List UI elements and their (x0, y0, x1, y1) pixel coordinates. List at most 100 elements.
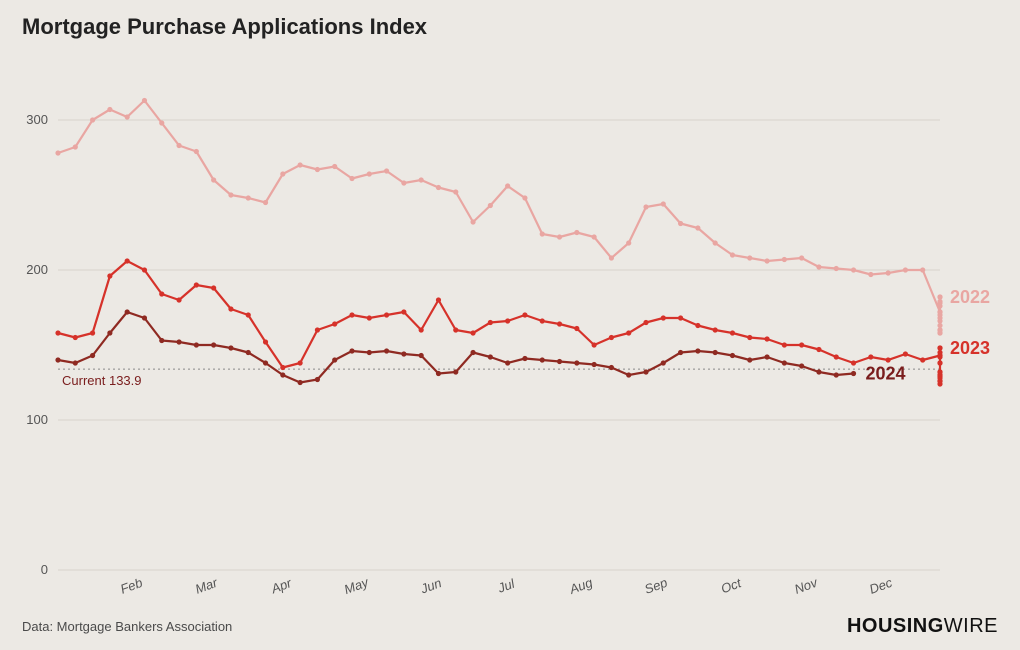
series-marker (661, 315, 666, 320)
brand-bold: HOUSING (847, 615, 944, 637)
series-marker (401, 180, 406, 185)
series-marker (246, 312, 251, 317)
series-marker (713, 240, 718, 245)
series-marker (609, 335, 614, 340)
series-marker (868, 354, 873, 359)
y-tick-label: 100 (26, 412, 48, 427)
series-marker (228, 345, 233, 350)
series-marker (280, 171, 285, 176)
series-marker (107, 330, 112, 335)
series-marker (592, 342, 597, 347)
series-marker (920, 267, 925, 272)
series-marker (937, 378, 942, 383)
series-marker (799, 255, 804, 260)
series-marker (470, 219, 475, 224)
series-marker (488, 320, 493, 325)
series-marker (851, 267, 856, 272)
y-tick-label: 0 (41, 562, 48, 577)
series-marker (142, 98, 147, 103)
series-marker (470, 330, 475, 335)
x-tick-label: May (342, 574, 372, 597)
series-marker (280, 365, 285, 370)
series-marker (159, 291, 164, 296)
series-marker (194, 149, 199, 154)
series-marker (626, 330, 631, 335)
series-marker (886, 357, 891, 362)
series-marker (90, 330, 95, 335)
series-marker (730, 353, 735, 358)
series-marker (764, 336, 769, 341)
series-marker (678, 221, 683, 226)
series-marker (799, 363, 804, 368)
series-marker (592, 362, 597, 367)
series-marker (609, 255, 614, 260)
series-marker (73, 144, 78, 149)
series-marker (211, 177, 216, 182)
x-tick-label: Jun (418, 575, 444, 597)
series-marker (263, 360, 268, 365)
series-line-2023 (58, 261, 940, 384)
series-marker (298, 360, 303, 365)
series-marker (851, 360, 856, 365)
series-marker (834, 266, 839, 271)
series-marker (73, 360, 78, 365)
series-marker (643, 369, 648, 374)
series-marker (505, 183, 510, 188)
series-marker (540, 231, 545, 236)
series-marker (816, 369, 821, 374)
series-marker (107, 273, 112, 278)
series-marker (903, 267, 908, 272)
series-marker (349, 176, 354, 181)
series-marker (713, 327, 718, 332)
series-marker (211, 342, 216, 347)
x-tick-label: Dec (867, 575, 894, 597)
series-marker (816, 264, 821, 269)
series-marker (315, 167, 320, 172)
series-marker (557, 359, 562, 364)
series-marker (419, 353, 424, 358)
series-marker (367, 171, 372, 176)
series-marker (419, 177, 424, 182)
series-marker (782, 257, 787, 262)
series-marker (626, 372, 631, 377)
series-marker (125, 258, 130, 263)
brand-light: WIRE (944, 615, 998, 637)
series-marker (315, 327, 320, 332)
series-marker (176, 297, 181, 302)
series-marker (332, 357, 337, 362)
series-line-2022 (58, 101, 940, 334)
series-marker (661, 201, 666, 206)
series-marker (540, 318, 545, 323)
series-marker (937, 354, 942, 359)
series-marker (367, 315, 372, 320)
series-marker (246, 350, 251, 355)
series-marker (211, 285, 216, 290)
brand-logo: HOUSINGWIRE (847, 615, 998, 638)
series-marker (764, 354, 769, 359)
series-marker (851, 371, 856, 376)
series-marker (263, 339, 268, 344)
series-marker (176, 143, 181, 148)
x-tick-label: Sep (642, 575, 669, 597)
series-marker (592, 234, 597, 239)
series-marker (55, 330, 60, 335)
series-marker (643, 204, 648, 209)
series-marker (194, 282, 199, 287)
series-marker (55, 150, 60, 155)
series-marker (730, 330, 735, 335)
series-marker (332, 164, 337, 169)
series-marker (453, 189, 458, 194)
series-marker (73, 335, 78, 340)
series-marker (142, 315, 147, 320)
series-marker (419, 327, 424, 332)
series-marker (920, 357, 925, 362)
series-marker (298, 162, 303, 167)
series-marker (747, 335, 752, 340)
series-marker (937, 323, 942, 328)
series-marker (764, 258, 769, 263)
series-marker (782, 342, 787, 347)
series-marker (747, 357, 752, 362)
series-marker (937, 369, 942, 374)
series-marker (937, 350, 942, 355)
series-marker (263, 200, 268, 205)
